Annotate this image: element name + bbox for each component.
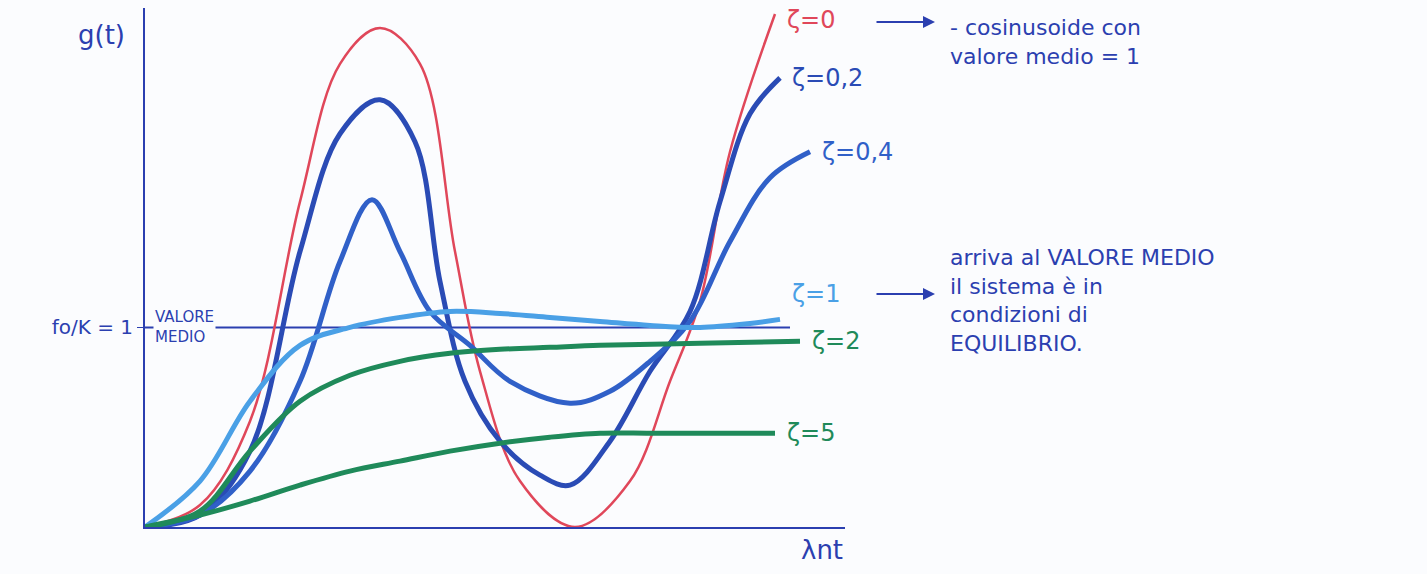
svg-text:- cosinusoide convalore medio: - cosinusoide convalore medio = 1 xyxy=(950,15,1141,69)
svg-text:ζ=0: ζ=0 xyxy=(787,6,835,34)
svg-text:ζ=2: ζ=2 xyxy=(812,327,860,355)
svg-text:ζ=0,4: ζ=0,4 xyxy=(822,138,893,166)
svg-text:λnt: λnt xyxy=(801,535,843,565)
svg-text:arriva al VALORE MEDIOil siste: arriva al VALORE MEDIOil sistema è incon… xyxy=(950,245,1215,356)
svg-text:ζ=1: ζ=1 xyxy=(792,280,840,308)
svg-text:VALOREMEDIO: VALOREMEDIO xyxy=(155,308,214,346)
svg-text:fo/K = 1: fo/K = 1 xyxy=(52,315,133,339)
svg-text:ζ=5: ζ=5 xyxy=(787,419,835,447)
svg-text:ζ=0,2: ζ=0,2 xyxy=(792,64,863,92)
svg-text:g(t): g(t) xyxy=(78,20,125,50)
